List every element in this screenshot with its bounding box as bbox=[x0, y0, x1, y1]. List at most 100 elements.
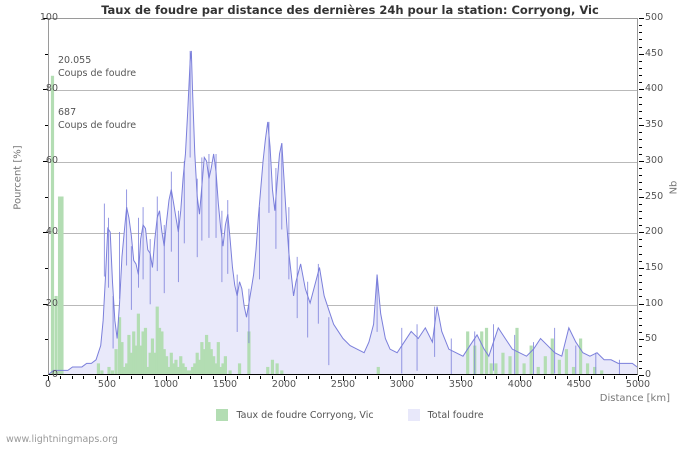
tick-mark bbox=[508, 376, 509, 379]
bar bbox=[146, 366, 150, 374]
tick-mark bbox=[567, 376, 568, 379]
tick-mark bbox=[45, 197, 48, 198]
bar bbox=[155, 306, 159, 374]
tick-mark bbox=[639, 125, 644, 126]
bar bbox=[197, 359, 202, 374]
tick-mark bbox=[639, 318, 642, 319]
annotation-2-text: Coups de foudre bbox=[58, 120, 137, 131]
bar bbox=[280, 370, 284, 374]
tick-mark bbox=[639, 246, 642, 247]
right-tick-label: 150 bbox=[645, 261, 664, 273]
tick-mark bbox=[638, 376, 639, 381]
bar bbox=[600, 370, 604, 374]
bar bbox=[183, 366, 188, 374]
bottom-tick-label: 4000 bbox=[507, 379, 533, 390]
bar bbox=[100, 370, 104, 374]
legend-item-taux-de-foudre[interactable]: Taux de foudre Corryong, Vic bbox=[216, 409, 374, 421]
tick-mark bbox=[639, 275, 642, 276]
tick-mark bbox=[43, 18, 48, 19]
tick-mark bbox=[378, 376, 379, 379]
tick-mark bbox=[95, 376, 96, 379]
tick-mark bbox=[639, 82, 642, 83]
tick-mark bbox=[639, 304, 644, 305]
tick-mark bbox=[225, 376, 226, 381]
bar bbox=[167, 366, 171, 374]
gridline bbox=[49, 304, 637, 306]
bar bbox=[139, 345, 143, 374]
gridlines bbox=[49, 19, 637, 374]
tick-mark bbox=[72, 376, 73, 379]
bar bbox=[150, 338, 155, 374]
tick-mark bbox=[639, 25, 642, 26]
bar bbox=[60, 196, 64, 374]
tick-mark bbox=[296, 376, 297, 379]
bar bbox=[466, 331, 470, 374]
tick-mark bbox=[437, 376, 438, 379]
tick-mark bbox=[355, 376, 356, 379]
tick-mark bbox=[260, 376, 261, 379]
tick-mark bbox=[639, 332, 642, 333]
tick-mark bbox=[639, 189, 642, 190]
bottom-tick-label: 2500 bbox=[330, 379, 356, 390]
tick-mark bbox=[343, 376, 344, 381]
tick-mark bbox=[639, 154, 642, 155]
tick-mark bbox=[639, 104, 642, 105]
bar bbox=[143, 327, 148, 374]
tick-mark bbox=[639, 375, 644, 376]
tick-mark bbox=[119, 376, 120, 379]
tick-mark bbox=[213, 376, 214, 379]
bar bbox=[270, 359, 275, 374]
bar bbox=[489, 363, 493, 374]
tick-mark bbox=[43, 161, 48, 162]
bar bbox=[515, 327, 519, 374]
bar bbox=[188, 370, 192, 374]
legend-label-area: Total foudre bbox=[427, 409, 484, 421]
right-tick-label: 300 bbox=[645, 154, 664, 166]
bar bbox=[186, 370, 190, 374]
tick-mark bbox=[284, 376, 285, 381]
tick-mark bbox=[639, 296, 642, 297]
tick-mark bbox=[83, 376, 84, 379]
right-tick-label: 0 bbox=[645, 369, 652, 380]
bottom-axis-label: Distance [km] bbox=[599, 393, 670, 404]
tick-mark bbox=[639, 225, 642, 226]
tick-mark bbox=[45, 125, 48, 126]
bar bbox=[376, 366, 380, 374]
tick-mark bbox=[639, 268, 644, 269]
tick-mark bbox=[591, 376, 592, 379]
bar bbox=[221, 363, 225, 374]
right-axis-label: Nb bbox=[668, 180, 680, 195]
bar bbox=[585, 363, 590, 374]
bar bbox=[494, 363, 498, 374]
bar bbox=[165, 356, 169, 374]
tick-mark bbox=[178, 376, 179, 379]
tick-mark bbox=[45, 339, 48, 340]
tick-mark bbox=[639, 232, 644, 233]
annotation-line-2: 687 Coups de foudre bbox=[58, 106, 136, 132]
bottom-tick-label: 3000 bbox=[389, 379, 415, 390]
bottom-tick-label: 3500 bbox=[448, 379, 474, 390]
total-foudre-line bbox=[49, 51, 637, 374]
left-axis-label: Pourcent [%] bbox=[12, 145, 24, 210]
bar bbox=[219, 366, 223, 374]
bar bbox=[153, 352, 157, 374]
left-tick-label: 0 bbox=[51, 369, 58, 380]
bar bbox=[160, 331, 164, 374]
right-tick-label: 400 bbox=[645, 83, 664, 95]
bar bbox=[223, 356, 227, 374]
tick-mark bbox=[485, 376, 486, 379]
legend-item-total-foudre[interactable]: Total foudre bbox=[407, 409, 484, 421]
annotation-1-value: 20.055 bbox=[58, 55, 92, 66]
bar bbox=[174, 359, 178, 374]
tick-mark bbox=[639, 361, 642, 362]
bar bbox=[564, 349, 569, 374]
tick-mark bbox=[319, 376, 320, 379]
tick-mark bbox=[639, 97, 642, 98]
bar bbox=[202, 349, 206, 374]
gridline bbox=[49, 161, 637, 163]
tick-mark bbox=[639, 39, 642, 40]
total-foudre-area bbox=[49, 50, 637, 374]
tick-mark bbox=[154, 376, 155, 379]
bar bbox=[228, 370, 232, 374]
bar bbox=[179, 356, 183, 374]
